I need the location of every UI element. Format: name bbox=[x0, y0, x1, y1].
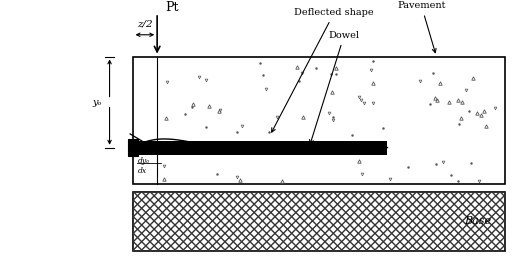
Text: Base: Base bbox=[464, 216, 491, 226]
Bar bbox=[133, 192, 505, 251]
Bar bbox=[138, 141, 388, 155]
Text: yₒ: yₒ bbox=[93, 98, 102, 106]
Text: Pavement: Pavement bbox=[397, 2, 446, 53]
Text: Pt: Pt bbox=[165, 1, 178, 14]
Bar bbox=[133, 57, 505, 184]
Text: z/2: z/2 bbox=[137, 19, 153, 28]
Bar bbox=[128, 139, 138, 156]
Text: Deflected shape: Deflected shape bbox=[271, 8, 374, 132]
Text: Dowel: Dowel bbox=[310, 31, 360, 144]
Bar bbox=[133, 192, 505, 251]
Bar bbox=[133, 192, 505, 251]
Text: dyₒ: dyₒ bbox=[138, 157, 150, 165]
Text: dx: dx bbox=[138, 167, 147, 175]
